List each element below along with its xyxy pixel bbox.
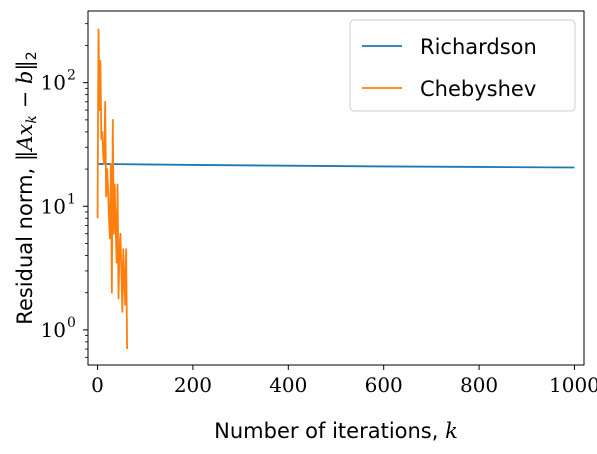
x-tick-label: 200 (174, 373, 212, 397)
x-tick-label: 800 (460, 373, 498, 397)
y-axis-label: Residual norm, ‖Axk − b‖2 (13, 51, 40, 324)
x-tick-label: 1000 (549, 373, 597, 397)
y-tick-label: 10 (41, 71, 66, 95)
legend-label-chebyshev: Chebyshev (420, 77, 536, 101)
y-tick-exponent: 2 (67, 68, 76, 84)
series-line-richardson (97, 163, 575, 169)
series-line-chebyshev (96, 28, 129, 350)
y-tick-label: 10 (41, 318, 66, 342)
legend: Richardson Chebyshev (349, 19, 576, 112)
y-tick-exponent: 0 (67, 315, 76, 331)
y-tick-exponent: 1 (67, 191, 76, 207)
x-tick-label: 400 (269, 373, 307, 397)
legend-box (349, 19, 576, 112)
x-axis: 0 200 400 600 800 1000 (91, 365, 597, 397)
y-tick-label: 10 (41, 194, 66, 218)
legend-label-richardson: Richardson (420, 35, 537, 59)
x-axis-label: Number of iterations, k (214, 419, 458, 443)
plot-area (96, 28, 575, 350)
x-tick-label: 600 (365, 373, 403, 397)
plot-frame (87, 10, 585, 366)
x-tick-label: 0 (91, 373, 104, 397)
